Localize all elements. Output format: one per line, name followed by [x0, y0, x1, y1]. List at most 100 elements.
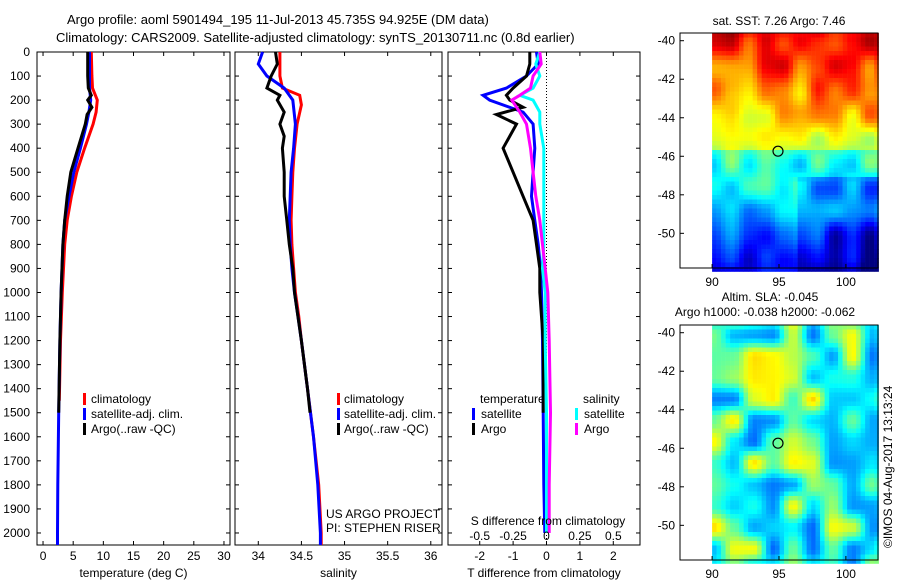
map-cell	[851, 559, 857, 564]
map-cell	[793, 127, 798, 133]
map-cell	[784, 226, 789, 232]
map-cell	[833, 267, 839, 272]
map-cell	[752, 415, 758, 420]
map-cell	[811, 397, 816, 402]
map-cell	[838, 347, 843, 353]
map-cell	[811, 258, 816, 263]
map-cell	[865, 253, 870, 259]
map-cell	[847, 91, 852, 97]
map-cell	[806, 96, 812, 101]
map-cell	[865, 195, 870, 200]
map-cell	[851, 356, 857, 362]
map-cell	[730, 258, 735, 263]
map-cell	[851, 163, 857, 169]
map-cell	[788, 442, 794, 447]
map-cell	[743, 451, 749, 456]
map-cell	[824, 424, 830, 429]
map-cell	[739, 518, 744, 524]
map-cell	[784, 96, 789, 101]
map-cell	[824, 559, 830, 564]
map-cell	[788, 532, 794, 537]
map-cell	[788, 253, 794, 259]
map-cell	[806, 374, 812, 380]
map-cell	[761, 235, 767, 241]
map-cell	[865, 109, 870, 115]
map-cell	[775, 374, 780, 380]
map-cell	[806, 388, 812, 393]
map-cell	[712, 325, 717, 330]
map-cell	[874, 226, 879, 232]
map-cell	[851, 541, 857, 546]
map-cell	[766, 410, 771, 416]
map-cell	[802, 235, 807, 241]
map-cell	[712, 82, 717, 88]
map-cell	[847, 374, 852, 380]
map-cell	[829, 190, 834, 196]
map-cell	[842, 554, 848, 560]
map-cell	[833, 168, 839, 173]
legend-label: Argo(..raw -QC)	[91, 422, 176, 436]
map-cell	[806, 249, 812, 254]
map-cell	[824, 132, 830, 137]
map-cell	[820, 190, 825, 196]
map-cell	[815, 163, 821, 169]
map-cell	[734, 154, 740, 160]
map-cell	[793, 559, 798, 564]
map-cell	[775, 199, 780, 205]
map-cell	[838, 554, 843, 560]
map-cell	[748, 60, 753, 65]
map-cell	[716, 514, 722, 519]
map-cell	[788, 401, 794, 407]
map-cell	[806, 478, 812, 483]
map-cell	[856, 541, 861, 546]
map-cell	[721, 267, 726, 272]
map-cell	[869, 60, 875, 65]
map-cell	[793, 500, 798, 506]
map-cell	[716, 262, 722, 268]
map-cell	[712, 527, 717, 533]
map-cell	[766, 428, 771, 434]
map-cell	[784, 460, 789, 465]
map-cell	[757, 217, 762, 223]
map-cell	[734, 343, 740, 348]
map-cell	[784, 60, 789, 65]
map-cell	[788, 518, 794, 524]
map-cell	[761, 87, 767, 92]
map-cell	[748, 536, 753, 542]
map-cell	[775, 379, 780, 384]
map-cell	[743, 253, 749, 259]
map-cell	[856, 379, 861, 384]
map-cell	[730, 199, 735, 205]
x-tick-label: 34	[252, 549, 266, 563]
map-cell	[734, 433, 740, 438]
map-cell	[752, 235, 758, 241]
map-cell	[860, 518, 866, 524]
map-cell	[815, 536, 821, 542]
map-cell	[820, 410, 825, 416]
map-cell	[797, 150, 803, 155]
map-cell	[775, 523, 780, 528]
map-cell	[734, 392, 740, 398]
map-cell	[770, 145, 776, 151]
map-cell	[874, 406, 879, 411]
map-cell	[860, 424, 866, 429]
map-cell	[793, 428, 798, 434]
map-cell	[820, 334, 825, 339]
map-cell	[734, 415, 740, 420]
map-cell	[824, 446, 830, 452]
map-cell	[784, 491, 789, 497]
map-cell	[712, 428, 717, 434]
map-cell	[806, 514, 812, 519]
map-cell	[775, 509, 780, 515]
map-cell	[721, 365, 726, 371]
map-cell	[739, 37, 744, 43]
map-cell	[856, 253, 861, 259]
map-cell	[752, 559, 758, 564]
map-cell	[856, 96, 861, 101]
map-cell	[802, 60, 807, 65]
map-cell	[775, 118, 780, 124]
map-cell	[860, 343, 866, 348]
map-cell	[824, 154, 830, 160]
map-cell	[721, 347, 726, 353]
map-cell	[824, 334, 830, 339]
